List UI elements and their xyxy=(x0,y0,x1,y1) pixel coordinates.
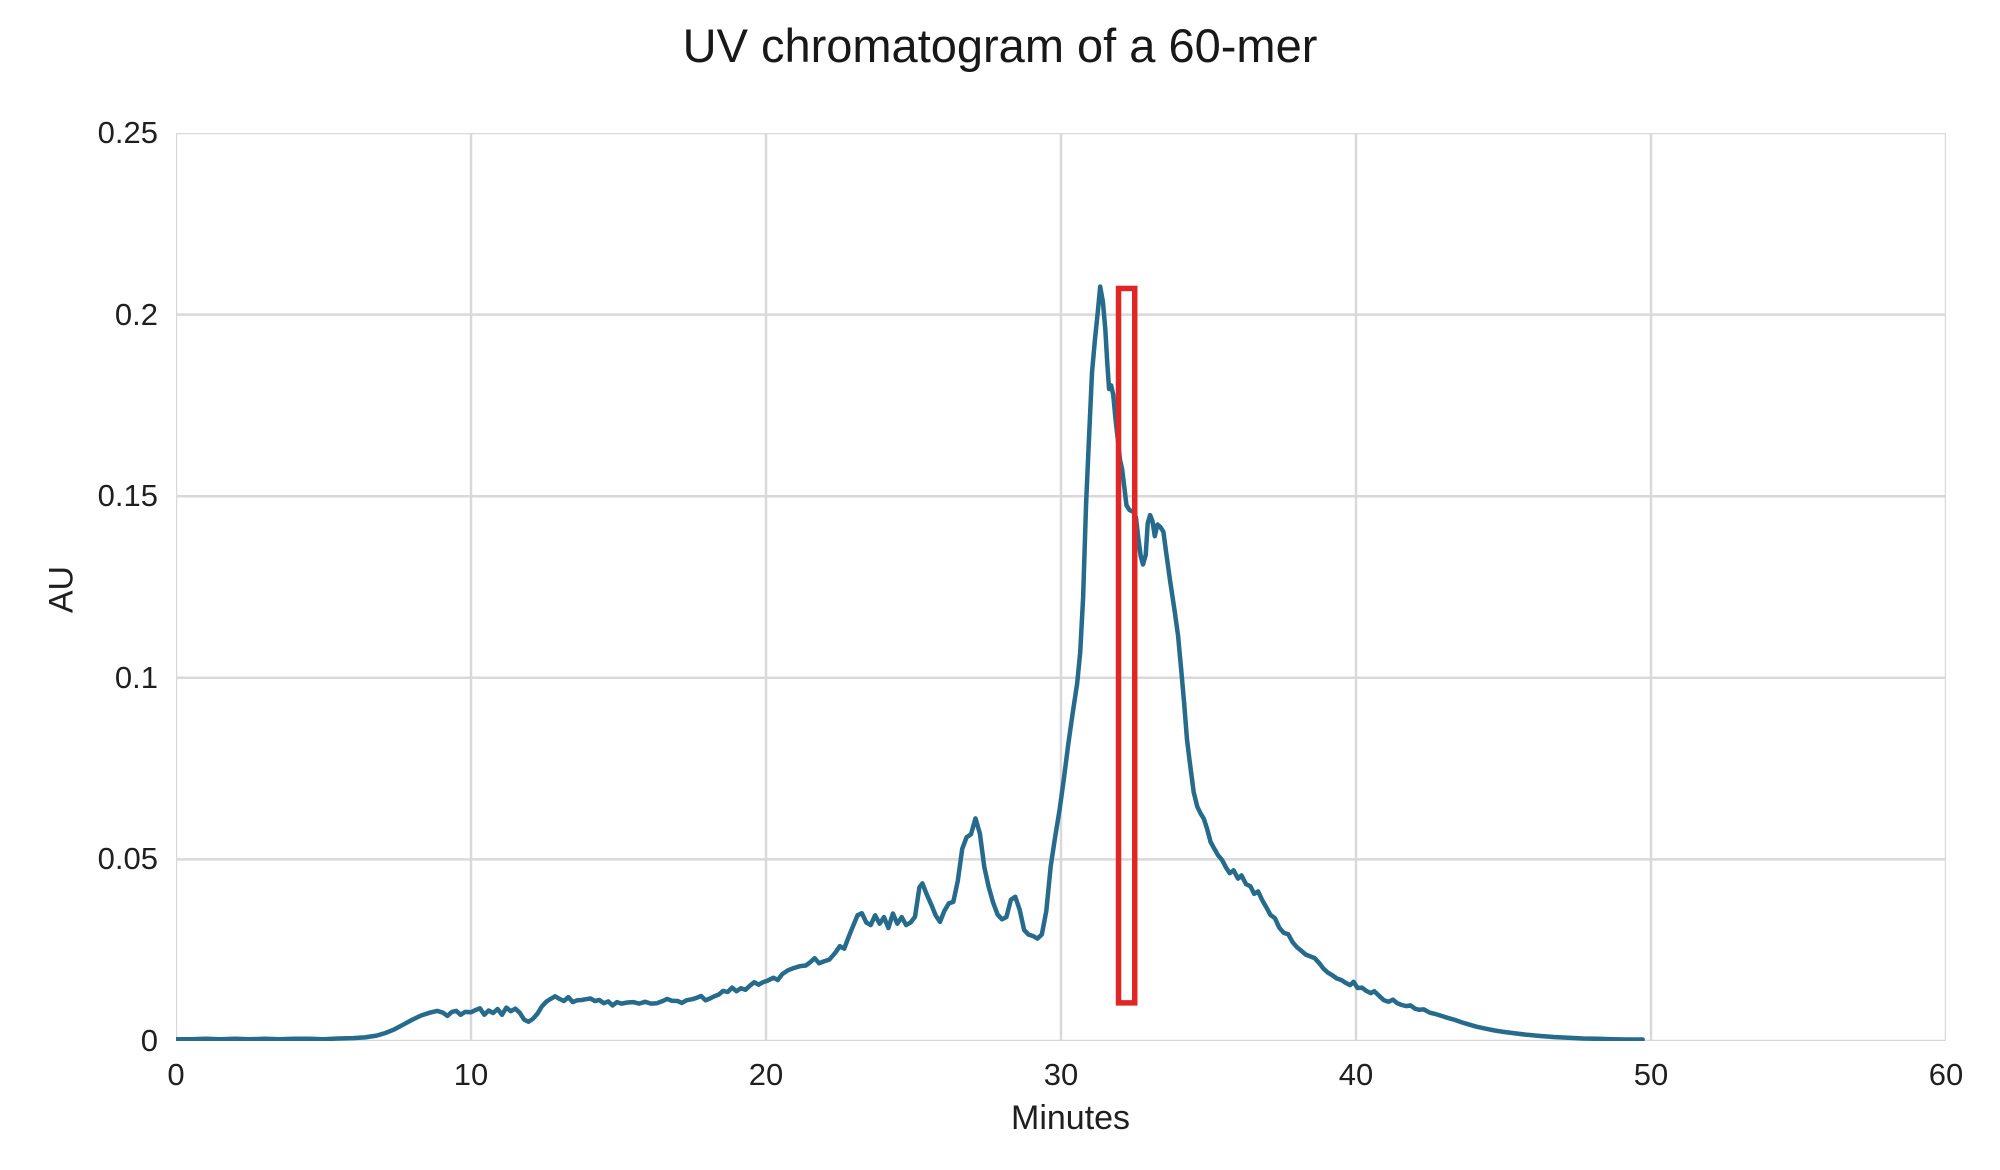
chart-title: UV chromatogram of a 60-mer xyxy=(682,19,1318,72)
y-axis-tick-label: 0 xyxy=(140,1023,158,1058)
x-axis-tick-label: 30 xyxy=(1043,1057,1079,1092)
y-axis-tick-label: 0.2 xyxy=(114,296,158,332)
x-axis-tick-label: 10 xyxy=(453,1057,489,1092)
chromatogram-trace xyxy=(176,284,1645,1041)
x-axis-tick-label: 20 xyxy=(748,1057,784,1092)
x-axis-tick-label: 0 xyxy=(167,1057,185,1092)
x-axis-title: Minutes xyxy=(1011,1099,1131,1137)
y-axis-tick-label: 0.1 xyxy=(114,659,158,695)
plot-area xyxy=(176,133,1946,1041)
y-axis-tick-label: 0.15 xyxy=(97,478,158,514)
highlight-rect-annotation xyxy=(1115,285,1138,1006)
y-axis-tick-label: 0.25 xyxy=(97,115,158,150)
y-axis-tick-label: 0.05 xyxy=(97,841,158,877)
x-axis-tick-label: 50 xyxy=(1633,1057,1669,1092)
plot-canvas xyxy=(176,133,1946,1041)
y-axis-title: AU xyxy=(42,565,81,614)
collection-window-rect xyxy=(1115,285,1138,1006)
gridlines xyxy=(176,133,1946,1041)
x-axis-tick-label: 40 xyxy=(1338,1057,1374,1092)
x-axis-tick-label: 60 xyxy=(1928,1057,1964,1092)
